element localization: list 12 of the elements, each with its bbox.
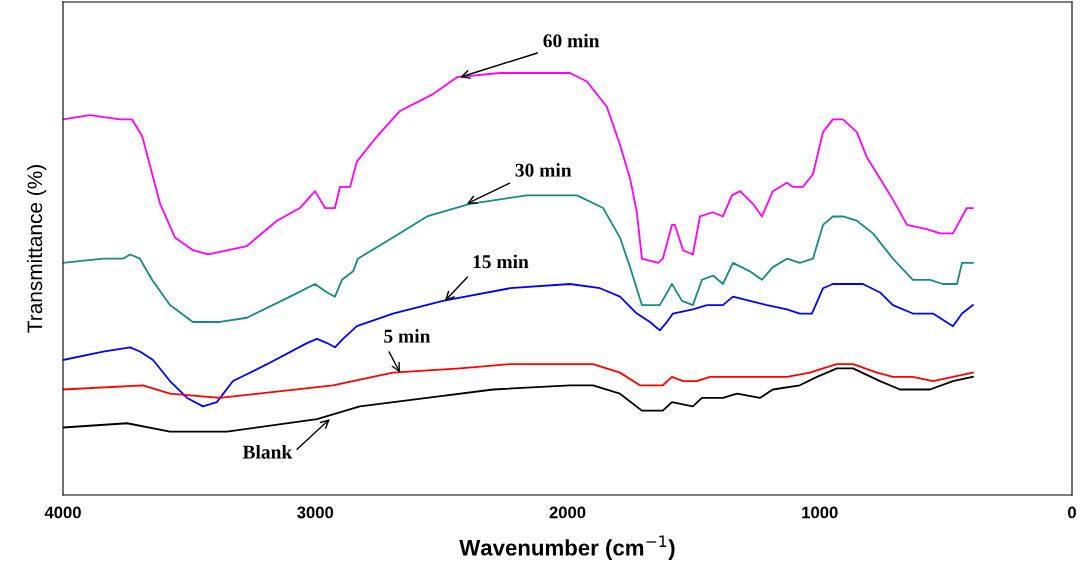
y-axis-title: Transmittance (%) — [26, 165, 47, 333]
x-axis-title: Wavenumber (cm$^{−1}$) — [459, 535, 675, 560]
annotation: 15 min — [473, 254, 529, 269]
annotation: 5 min — [384, 329, 431, 343]
annotation: 60 min — [543, 33, 600, 48]
annotation: Blank — [242, 444, 293, 459]
annotation: 30 min — [515, 163, 572, 177]
x-tick-label: 0 — [1068, 506, 1076, 519]
x-tick-label: 1000 — [802, 506, 838, 519]
x-tick-label: 3000 — [297, 506, 334, 519]
x-tick-label: 4000 — [44, 506, 81, 519]
x-tick-label: 2000 — [549, 506, 586, 519]
